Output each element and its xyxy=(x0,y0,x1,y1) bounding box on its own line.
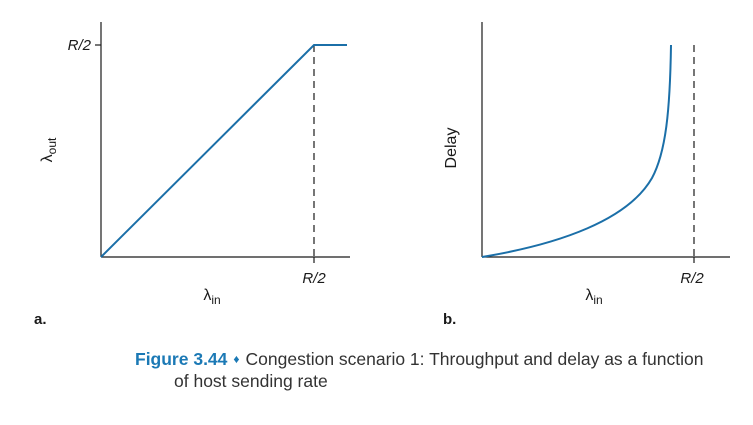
caption-line-1: Figure 3.44 ♦ Congestion scenario 1: Throu… xyxy=(135,348,703,372)
panel-a-throughput-curve xyxy=(100,44,347,258)
panel-a-x-label-sub: in xyxy=(211,293,220,307)
panel-b: R/2 Delay λin b. xyxy=(443,22,730,328)
diamond-separator-icon: ♦ xyxy=(233,352,240,366)
panel-b-x-tick-label: R/2 xyxy=(680,270,704,287)
panel-a-y-label-sub: out xyxy=(45,137,59,154)
panel-b-label: b. xyxy=(443,311,456,328)
panel-b-x-axis-label: λin xyxy=(585,287,602,307)
panel-b-y-axis-label: Delay xyxy=(443,128,460,169)
panel-a-label: a. xyxy=(34,311,47,328)
caption-text-line-2: of host sending rate xyxy=(174,371,328,391)
caption-text-line-1: Congestion scenario 1: Throughput and de… xyxy=(245,349,704,369)
panel-a-x-axis-label: λin xyxy=(203,287,220,307)
panel-a-y-axis-label: λout xyxy=(39,137,59,162)
panel-b-delay-curve xyxy=(481,44,672,258)
panel-a-x-label-symbol: λ xyxy=(203,287,211,304)
panel-a-x-tick-label: R/2 xyxy=(302,270,326,287)
panel-a-y-tick-label: R/2 xyxy=(68,37,92,54)
figure-number: Figure 3.44 xyxy=(135,349,228,369)
svg-text:λout: λout xyxy=(39,137,59,162)
panel-b-x-label-sub: in xyxy=(593,293,602,307)
panel-a-y-label-symbol: λ xyxy=(39,154,56,162)
panel-a: R/2 R/2 λout λin a. xyxy=(34,22,350,328)
caption-line-2: of host sending rate xyxy=(174,370,328,392)
panel-b-x-label-symbol: λ xyxy=(585,287,593,304)
